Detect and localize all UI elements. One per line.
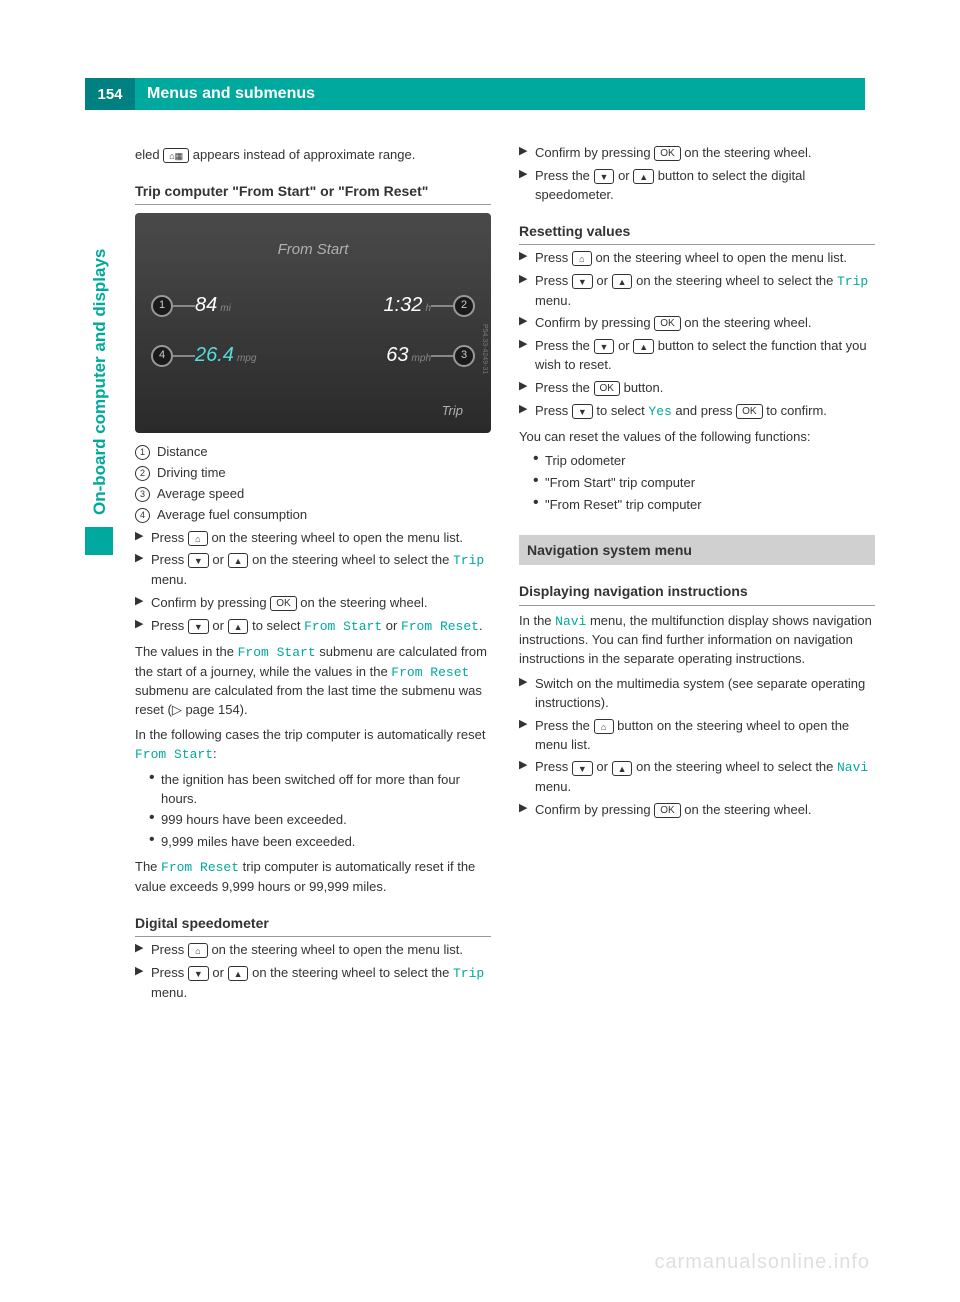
bullet-item: •the ignition has been switched off for … (149, 771, 491, 809)
bullets-a: •the ignition has been switched off for … (149, 771, 491, 852)
up-button-icon: ▲ (633, 339, 654, 354)
header-title: Menus and submenus (147, 85, 315, 103)
side-tab: On-board computer and displays (85, 110, 115, 555)
up-button-icon: ▲ (228, 553, 249, 568)
instruction-step: ▶Press ▼ or ▲ on the steering wheel to s… (519, 758, 875, 797)
down-button-icon: ▼ (594, 169, 615, 184)
ok-button-icon: OK (270, 596, 296, 611)
intro-text: eled ⌂▦ appears instead of approximate r… (135, 146, 491, 165)
instruction-step: ▶Press the OK button. (519, 379, 875, 398)
instruction-step: ▶Press ▼ to select Yes and press OK to c… (519, 402, 875, 422)
home-button-icon: ⌂ (188, 531, 208, 546)
heading-trip-computer: Trip computer "From Start" or "From Rese… (135, 181, 491, 205)
steps-c: ▶Confirm by pressing OK on the steering … (519, 144, 875, 205)
instruction-step: ▶Confirm by pressing OK on the steering … (519, 314, 875, 333)
callout-2: 2 (453, 295, 475, 317)
down-button-icon: ▼ (594, 339, 615, 354)
up-button-icon: ▲ (612, 274, 633, 289)
instruction-step: ▶Press ▼ or ▲ on the steering wheel to s… (135, 551, 491, 590)
down-button-icon: ▼ (188, 553, 209, 568)
page-number: 154 (85, 78, 135, 110)
callout-3: 3 (453, 345, 475, 367)
up-button-icon: ▲ (633, 169, 654, 184)
paragraph-auto-reset: In the following cases the trip computer… (135, 726, 491, 765)
steps-a: ▶Press ⌂ on the steering wheel to open t… (135, 529, 491, 637)
heading-resetting-values: Resetting values (519, 221, 875, 245)
callout-1: 1 (151, 295, 173, 317)
home-button-icon: ⌂ (188, 943, 208, 958)
page-header: 154 Menus and submenus (85, 78, 865, 110)
dashboard-display-image: From Start 1 84mi 1:32h 2 4 26.4mpg 63mp… (135, 213, 491, 433)
instruction-step: ▶Switch on the multimedia system (see se… (519, 675, 875, 713)
steps-d: ▶Press ⌂ on the steering wheel to open t… (519, 249, 875, 422)
callout-4: 4 (151, 345, 173, 367)
instruction-step: ▶Press ▼ or ▲ on the steering wheel to s… (519, 272, 875, 311)
right-column: ▶Confirm by pressing OK on the steering … (519, 140, 875, 1007)
instruction-step: ▶Confirm by pressing OK on the steering … (519, 801, 875, 820)
display-title: From Start (135, 239, 491, 261)
ok-button-icon: OK (594, 381, 620, 396)
paragraph-from-reset: The From Reset trip computer is automati… (135, 858, 491, 897)
bullet-item: •"From Reset" trip computer (533, 496, 875, 515)
instruction-step: ▶Press the ▼ or ▲ button to select the d… (519, 167, 875, 205)
legend-item: 2Driving time (135, 464, 491, 483)
instruction-step: ▶Confirm by pressing OK on the steering … (519, 144, 875, 163)
instruction-step: ▶Press ⌂ on the steering wheel to open t… (519, 249, 875, 268)
car-icon: ⌂▦ (163, 148, 189, 163)
steps-e: ▶Switch on the multimedia system (see se… (519, 675, 875, 820)
bullet-item: •9,999 miles have been exceeded. (149, 833, 491, 852)
bullet-item: •999 hours have been exceeded. (149, 811, 491, 830)
home-button-icon: ⌂ (594, 719, 614, 734)
instruction-step: ▶Press ⌂ on the steering wheel to open t… (135, 529, 491, 548)
heading-digital-speedometer: Digital speedometer (135, 913, 491, 937)
legend-item: 1Distance (135, 443, 491, 462)
bullet-item: •Trip odometer (533, 452, 875, 471)
instruction-step: ▶Press the ⌂ button on the steering whee… (519, 717, 875, 755)
side-tab-marker (85, 527, 113, 555)
instruction-step: ▶Press ▼ or ▲ on the steering wheel to s… (135, 964, 491, 1003)
ok-button-icon: OK (736, 404, 762, 419)
content-area: eled ⌂▦ appears instead of approximate r… (135, 140, 875, 1007)
legend-list: 1Distance 2Driving time 3Average speed 4Ave… (135, 443, 491, 524)
down-button-icon: ▼ (572, 404, 593, 419)
side-tab-label: On-board computer and displays (85, 110, 115, 523)
instruction-step: ▶Confirm by pressing OK on the steering … (135, 594, 491, 613)
display-trip-label: Trip (442, 402, 463, 421)
watermark: carmanualsonline.info (654, 1251, 870, 1274)
ok-button-icon: OK (654, 146, 680, 161)
paragraph-reset-functions: You can reset the values of the followin… (519, 428, 875, 447)
heading-navigation-instructions: Displaying navigation instructions (519, 581, 875, 605)
up-button-icon: ▲ (228, 966, 249, 981)
instruction-step: ▶Press ⌂ on the steering wheel to open t… (135, 941, 491, 960)
legend-item: 3Average speed (135, 485, 491, 504)
steps-b: ▶Press ⌂ on the steering wheel to open t… (135, 941, 491, 1003)
paragraph-from-start: The values in the From Start submenu are… (135, 643, 491, 720)
bullets-b: •Trip odometer •"From Start" trip compute… (533, 452, 875, 515)
up-button-icon: ▲ (612, 761, 633, 776)
ok-button-icon: OK (654, 803, 680, 818)
left-column: eled ⌂▦ appears instead of approximate r… (135, 140, 491, 1007)
home-button-icon: ⌂ (572, 251, 592, 266)
down-button-icon: ▼ (188, 966, 209, 981)
instruction-step: ▶Press the ▼ or ▲ button to select the f… (519, 337, 875, 375)
display-side-code: P54.33-4249-31 (479, 273, 489, 425)
section-navigation-menu: Navigation system menu (519, 535, 875, 565)
down-button-icon: ▼ (572, 761, 593, 776)
legend-item: 4Average fuel consumption (135, 506, 491, 525)
down-button-icon: ▼ (572, 274, 593, 289)
ok-button-icon: OK (654, 316, 680, 331)
paragraph-navi: In the Navi menu, the multifunction disp… (519, 612, 875, 670)
bullet-item: •"From Start" trip computer (533, 474, 875, 493)
instruction-step: ▶Press ▼ or ▲ to select From Start or Fr… (135, 617, 491, 637)
down-button-icon: ▼ (188, 619, 209, 634)
up-button-icon: ▲ (228, 619, 249, 634)
